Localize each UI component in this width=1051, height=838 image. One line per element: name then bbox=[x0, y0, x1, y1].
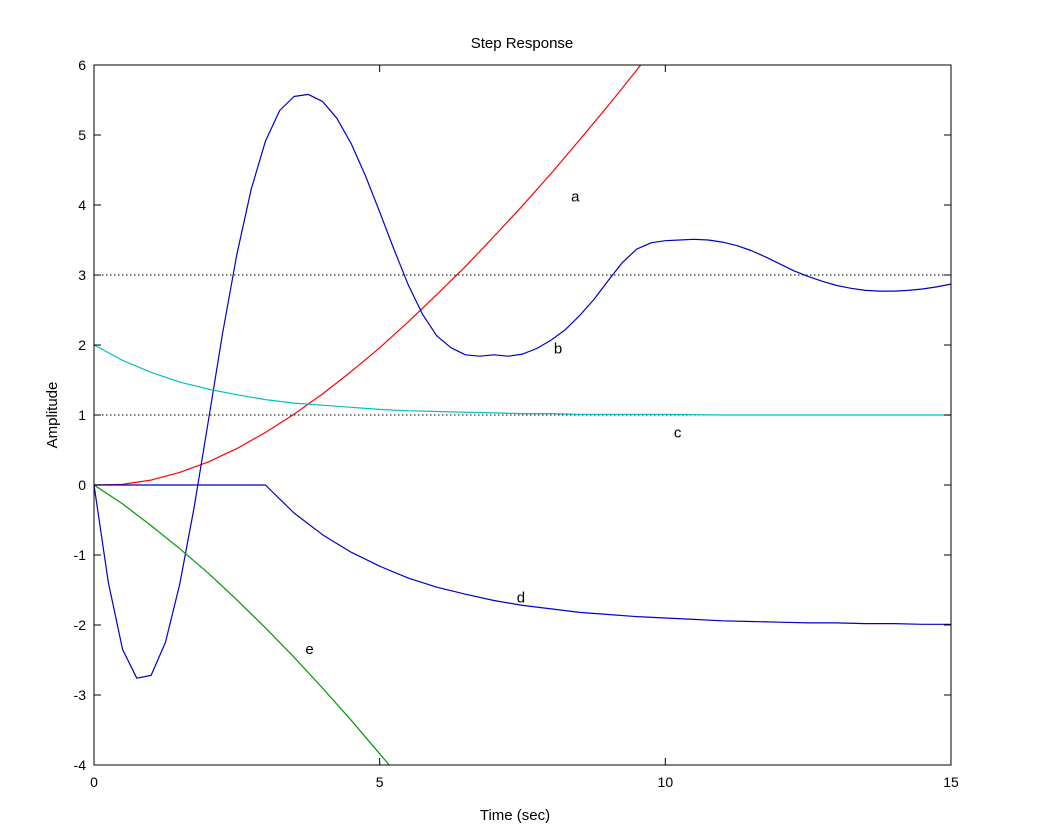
series-line-b bbox=[94, 93, 951, 679]
series-line-d bbox=[94, 484, 951, 625]
x-axis-label: Time (sec) bbox=[480, 807, 550, 824]
y-tick-label: -4 bbox=[74, 757, 87, 773]
y-tick-label: 4 bbox=[78, 197, 86, 213]
annotation-layer: a b c d e bbox=[305, 189, 682, 658]
x-tick-label: 5 bbox=[376, 774, 384, 790]
curve-label-a: a bbox=[571, 189, 580, 206]
x-tick-label: 0 bbox=[90, 774, 98, 790]
y-tick-label: -3 bbox=[74, 687, 87, 703]
y-tick-label: 2 bbox=[78, 337, 86, 353]
curve-label-b: b bbox=[554, 341, 562, 358]
y-tick-label: 0 bbox=[78, 477, 86, 493]
y-tick-label: -1 bbox=[74, 547, 87, 563]
tick-layer: 0 5 10 15 -4 -3 -2 -1 0 1 2 3 4 5 6 bbox=[74, 57, 959, 790]
x-tick-label: 10 bbox=[658, 774, 674, 790]
curve-label-e: e bbox=[305, 641, 313, 658]
series-line-c bbox=[94, 344, 951, 416]
series-layer bbox=[94, 65, 951, 765]
y-tick-label: 3 bbox=[78, 267, 86, 283]
y-tick-label: 5 bbox=[78, 127, 86, 143]
curve-label-c: c bbox=[674, 425, 682, 442]
series-line-a bbox=[94, 65, 642, 486]
x-tick-label: 15 bbox=[943, 774, 959, 790]
y-tick-label: 1 bbox=[78, 407, 86, 423]
chart-title: Step Response bbox=[471, 35, 574, 52]
y-tick-label: 6 bbox=[78, 57, 86, 73]
reference-lines bbox=[94, 274, 951, 416]
series-line-e bbox=[94, 484, 390, 765]
y-tick-label: -2 bbox=[74, 617, 87, 633]
y-axis-label: Amplitude bbox=[44, 382, 61, 449]
curve-label-d: d bbox=[517, 590, 525, 607]
